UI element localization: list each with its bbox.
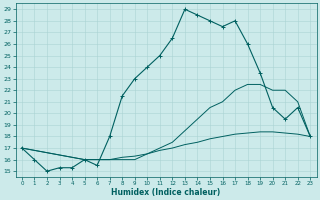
X-axis label: Humidex (Indice chaleur): Humidex (Indice chaleur) (111, 188, 221, 197)
